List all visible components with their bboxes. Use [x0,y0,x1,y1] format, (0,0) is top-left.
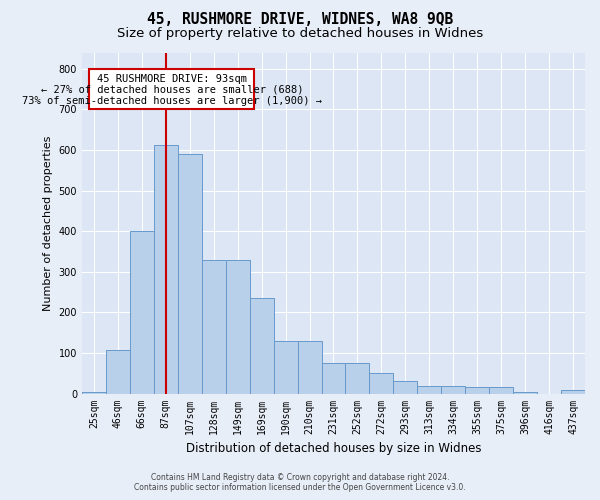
Bar [418,386,441,394]
Bar [298,341,322,394]
X-axis label: Distribution of detached houses by size in Widnes: Distribution of detached houses by size … [186,442,481,455]
Bar [106,350,130,394]
Text: ← 27% of detached houses are smaller (688): ← 27% of detached houses are smaller (68… [41,85,303,95]
Bar [465,388,489,394]
Bar [89,68,254,110]
Text: 45, RUSHMORE DRIVE, WIDNES, WA8 9QB: 45, RUSHMORE DRIVE, WIDNES, WA8 9QB [147,12,453,28]
Bar [250,298,274,394]
Y-axis label: Number of detached properties: Number of detached properties [43,136,53,310]
Bar [346,363,370,394]
Bar [561,390,585,394]
Bar [202,260,226,394]
Bar [322,363,346,394]
Bar [154,145,178,394]
Bar [441,386,465,394]
Bar [489,388,513,394]
Text: 45 RUSHMORE DRIVE: 93sqm: 45 RUSHMORE DRIVE: 93sqm [97,74,247,84]
Bar [82,392,106,394]
Bar [394,382,418,394]
Bar [370,374,394,394]
Text: Contains HM Land Registry data © Crown copyright and database right 2024.
Contai: Contains HM Land Registry data © Crown c… [134,473,466,492]
Bar [226,260,250,394]
Bar [178,154,202,394]
Text: 73% of semi-detached houses are larger (1,900) →: 73% of semi-detached houses are larger (… [22,96,322,106]
Text: Size of property relative to detached houses in Widnes: Size of property relative to detached ho… [117,28,483,40]
Bar [130,231,154,394]
Bar [513,392,537,394]
Bar [274,341,298,394]
